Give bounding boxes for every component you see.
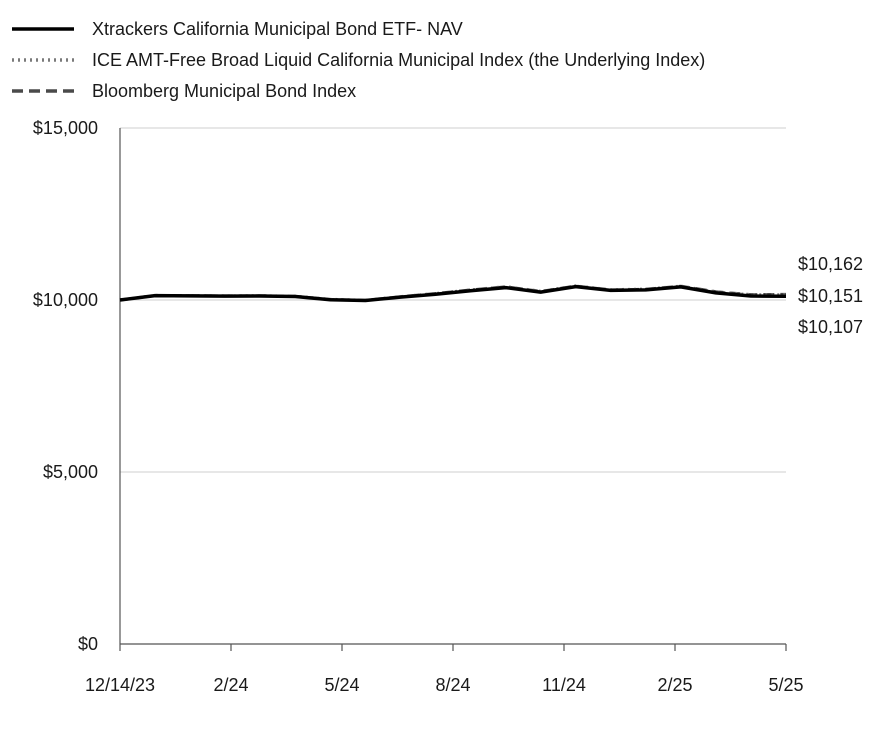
y-tick-label: $15,000	[33, 118, 98, 138]
end-labels: $10,162 $10,151 $10,107	[798, 254, 863, 337]
x-tick-label: 5/25	[768, 675, 803, 695]
x-tick-label: 2/25	[657, 675, 692, 695]
legend-label-2: ICE AMT-Free Broad Liquid California Mun…	[92, 50, 705, 70]
end-value-label: $10,162	[798, 254, 863, 274]
legend-label-1: Xtrackers California Municipal Bond ETF-…	[92, 19, 463, 39]
series-lines	[119, 284, 787, 303]
x-tick-label: 12/14/23	[85, 675, 155, 695]
gridlines	[120, 127, 786, 473]
x-tick-label: 8/24	[435, 675, 470, 695]
legend-label-3: Bloomberg Municipal Bond Index	[92, 81, 356, 101]
x-tick-label: 2/24	[213, 675, 248, 695]
end-value-label: $10,107	[798, 317, 863, 337]
x-axis-ticks: 12/14/23 2/24 5/24 8/24 11/24 2/25 5/25	[85, 644, 804, 695]
end-value-label: $10,151	[798, 286, 863, 306]
y-tick-label: $10,000	[33, 290, 98, 310]
axes	[119, 128, 786, 645]
y-axis-ticks: $0 $5,000 $10,000 $15,000	[33, 118, 98, 654]
legend: Xtrackers California Municipal Bond ETF-…	[12, 19, 705, 101]
x-tick-label: 11/24	[542, 675, 586, 695]
x-tick-label: 5/24	[324, 675, 359, 695]
series-line-1	[119, 284, 787, 303]
y-tick-label: $0	[78, 634, 98, 654]
y-tick-label: $5,000	[43, 462, 98, 482]
